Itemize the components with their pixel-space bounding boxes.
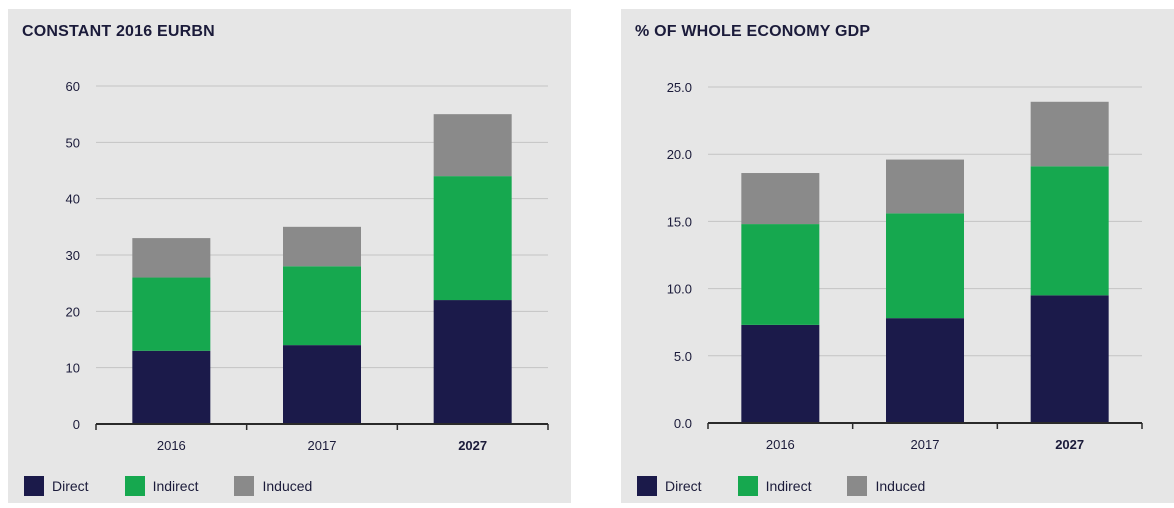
legend-label-direct: Direct [52,478,89,494]
bar-induced-2027 [1030,101,1109,167]
legend-swatch-induced [234,476,255,496]
y-tick-label: 40 [66,192,80,207]
chart-title: CONSTANT 2016 EURBN [22,23,215,40]
x-tick-label: 2017 [911,437,940,452]
legend-swatch-direct [24,476,44,496]
bar-indirect-2017 [283,266,361,346]
legend-item-indirect: Indirect [737,476,812,496]
y-tick-label: 15.0 [667,214,692,229]
bar-indirect-2027 [1030,166,1109,296]
bar-direct-2027 [433,300,512,424]
legend-item-indirect: Indirect [124,476,199,496]
chart-panel-eurbn: CONSTANT 2016 EURBN 0 10 20 30 40 50 60 2016 201… [8,9,571,503]
y-tick-label: 20 [66,304,80,319]
legend-label-induced: Induced [262,478,313,494]
chart-legend: Direct Indirect Induced [637,476,961,496]
bar-direct-2017 [886,318,964,423]
legend-label-indirect: Indirect [152,478,199,494]
x-tick-label: 2016 [157,438,186,453]
bar-indirect-2017 [886,213,964,319]
y-tick-label: 5.0 [674,349,692,364]
y-tick-label: 30 [66,248,80,263]
y-tick-label: 10 [66,361,80,376]
bar-induced-2017 [886,159,964,214]
y-tick-label: 0 [73,417,80,432]
y-tick-label: 25.0 [667,80,692,95]
legend-item-direct: Direct [637,476,702,496]
bar-induced-2027 [433,114,512,177]
legend-swatch-induced [847,476,868,496]
bar-indirect-2016 [132,277,211,351]
legend-item-induced: Induced [847,476,925,496]
legend-item-direct: Direct [24,476,89,496]
bar-direct-2017 [283,345,361,424]
bar-indirect-2027 [433,176,512,301]
y-tick-label: 20.0 [667,147,692,162]
bar-induced-2016 [741,173,820,225]
x-tick-label: 2016 [766,437,795,452]
legend-item-induced: Induced [234,476,312,496]
legend-label-direct: Direct [665,478,702,494]
x-tick-label: 2017 [308,438,337,453]
bar-induced-2017 [283,226,361,267]
stacked-bar-chart-eurbn: 0 10 20 30 40 50 60 2016 2017 2027 [66,79,549,453]
bar-indirect-2016 [741,224,820,325]
bar-induced-2016 [132,238,211,278]
chart-legend: Direct Indirect Induced [24,476,348,496]
x-tick-label: 2027 [458,438,487,453]
y-tick-label: 60 [66,79,80,94]
legend-swatch-direct [637,476,657,496]
chart-panel-gdp: % OF WHOLE ECONOMY GDP 0.0 5.0 10.0 15.0 20.… [621,9,1174,503]
chart-title: % OF WHOLE ECONOMY GDP [635,23,871,40]
y-tick-label: 50 [66,135,80,150]
stacked-bar-chart-gdp: 0.0 5.0 10.0 15.0 20.0 25.0 2016 2017 2027 [667,80,1143,452]
x-tick-label: 2027 [1055,437,1084,452]
legend-label-induced: Induced [875,478,926,494]
y-tick-label: 10.0 [667,282,692,297]
bar-direct-2027 [1030,295,1109,423]
legend-label-indirect: Indirect [765,478,812,494]
y-tick-label: 0.0 [674,416,692,431]
legend-swatch-indirect [124,476,145,496]
bar-direct-2016 [132,350,211,424]
bar-direct-2016 [741,324,820,423]
legend-swatch-indirect [737,476,758,496]
